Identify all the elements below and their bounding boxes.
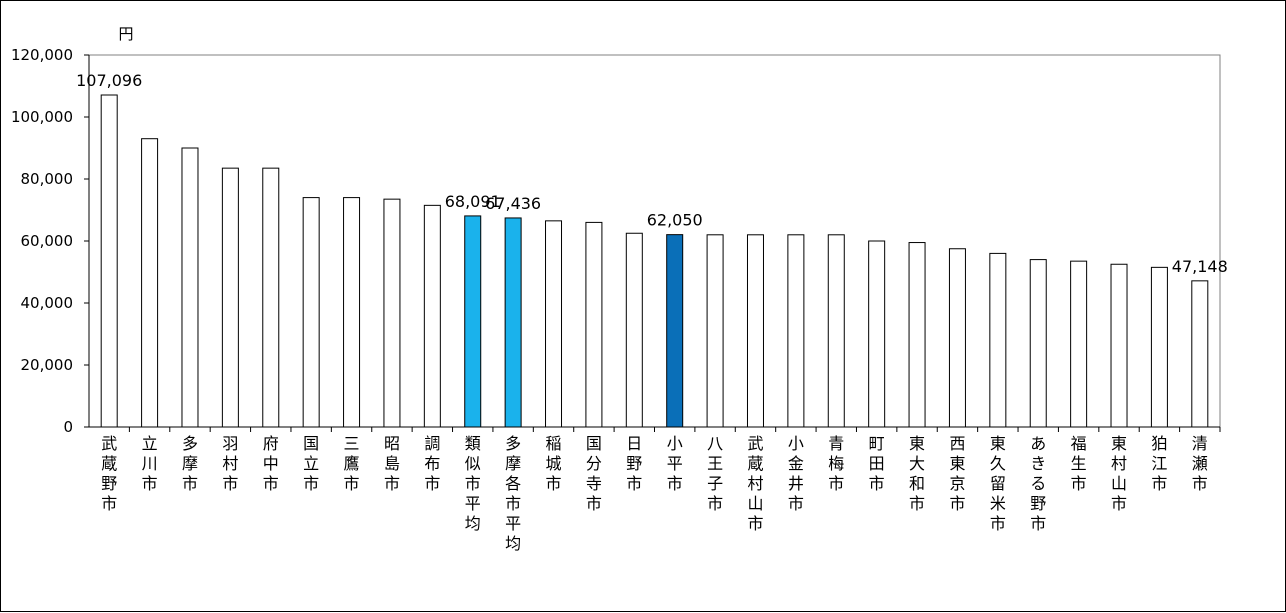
bar	[1110, 263, 1128, 428]
bar	[585, 221, 603, 428]
bar	[1191, 280, 1209, 428]
category-label: 武蔵村山市	[747, 434, 763, 533]
category-label: 東大和市	[909, 434, 925, 513]
y-tick-label: 20,000	[21, 356, 74, 374]
y-tick-label: 120,000	[11, 46, 73, 64]
bar	[625, 232, 643, 428]
data-label: 47,148	[1172, 257, 1228, 276]
bar	[666, 234, 684, 428]
x-axis-labels: 武蔵野市 立川市 多摩市 羽村市 府中市 国立市 三鷹市 昭島市 調布市 類似市平均 多摩各市平均 稲…	[101, 434, 1208, 553]
category-label: 青梅市	[828, 434, 844, 493]
category-label: 武蔵野市	[101, 434, 117, 513]
category-label: 西東京市	[949, 434, 965, 513]
bar	[383, 198, 401, 428]
bar	[948, 248, 966, 428]
category-label: 狛江市	[1151, 434, 1167, 493]
category-label: 小平市	[667, 434, 683, 493]
data-label: 62,050	[647, 211, 703, 230]
category-label: 清瀬市	[1192, 434, 1208, 493]
bar	[868, 240, 886, 428]
bar	[1070, 260, 1088, 428]
category-label: 東村山市	[1111, 434, 1127, 513]
category-label: 類似市平均	[465, 434, 481, 533]
bar	[504, 217, 522, 428]
category-label: 福生市	[1071, 434, 1087, 493]
bar	[100, 94, 118, 428]
category-label: 小金井市	[788, 434, 804, 513]
y-tick-label: 80,000	[21, 170, 74, 188]
data-label: 68,091	[445, 192, 501, 211]
category-label: 国立市	[303, 434, 319, 493]
category-label: 調布市	[424, 434, 440, 493]
category-label: 稲城市	[546, 434, 562, 493]
bar	[989, 252, 1007, 428]
category-label: 日野市	[626, 434, 642, 493]
y-tick-label: 40,000	[21, 294, 74, 312]
y-tick-label: 100,000	[11, 108, 73, 126]
bar	[827, 234, 845, 428]
category-label: 国分寺市	[586, 434, 602, 513]
category-label: 立川市	[142, 434, 158, 493]
bar	[464, 215, 482, 428]
bar	[1150, 266, 1168, 428]
y-axis: 0 20,000 40,000 60,000 80,000 100,000 120,000	[11, 46, 89, 436]
category-label: 羽村市	[222, 434, 238, 493]
category-label: あきる野市	[1030, 434, 1046, 533]
y-tick-label: 0	[63, 418, 73, 436]
category-label: 府中市	[263, 434, 279, 493]
category-label: 東久留米市	[990, 434, 1006, 533]
category-label: 町田市	[869, 434, 885, 493]
bars	[100, 94, 1221, 432]
y-unit-label: 円	[118, 25, 133, 43]
bar	[706, 234, 724, 428]
category-label: 多摩市	[182, 434, 198, 493]
bar	[545, 220, 563, 428]
bar	[787, 234, 805, 428]
data-label: 107,096	[76, 71, 142, 90]
category-label: 八王子市	[707, 434, 723, 513]
category-label: 昭島市	[384, 434, 400, 493]
bar	[908, 242, 926, 428]
bar	[423, 204, 441, 428]
category-label: 三鷹市	[344, 434, 360, 493]
bar	[343, 197, 361, 428]
plot-area	[88, 54, 1221, 428]
bar	[141, 138, 159, 428]
bar	[1029, 259, 1047, 428]
data-label: 67,436	[485, 194, 541, 213]
bar	[302, 197, 320, 428]
bar	[746, 234, 764, 428]
bar	[262, 167, 280, 428]
y-tick-label: 60,000	[21, 232, 74, 250]
category-label: 多摩各市平均	[505, 434, 521, 553]
bar	[221, 167, 239, 428]
bar	[181, 147, 199, 428]
